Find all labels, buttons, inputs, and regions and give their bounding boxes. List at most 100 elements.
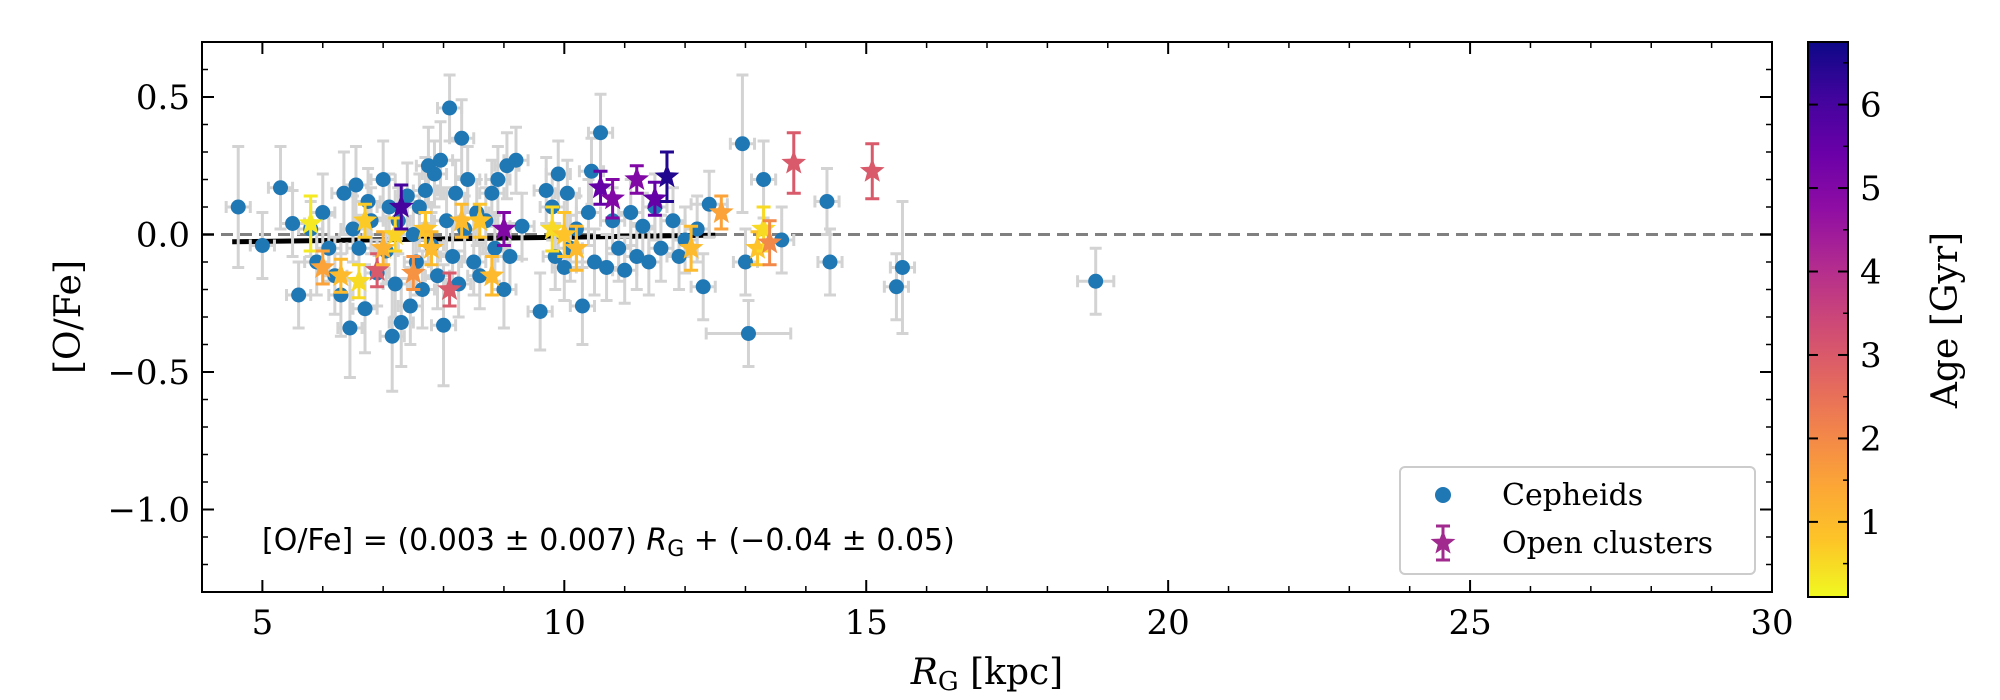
- open-cluster-point: [352, 202, 378, 239]
- cepheid-point: [273, 180, 288, 196]
- cepheid-point: [629, 249, 645, 264]
- cepheid-point: [405, 227, 421, 242]
- open-cluster-point: [551, 211, 577, 258]
- cepheid-point: [538, 183, 554, 198]
- cepheid-point: [623, 205, 639, 220]
- cepheid-point: [574, 298, 590, 314]
- x-tick-label: 25: [1448, 603, 1491, 643]
- colorbar-tick-label: 2: [1860, 419, 1882, 459]
- cepheid-point: [342, 320, 358, 336]
- x-tick-label: 15: [845, 603, 888, 643]
- cepheid-point: [393, 315, 409, 330]
- cepheid-point: [336, 185, 352, 201]
- colorbar-tick-label: 6: [1860, 86, 1882, 126]
- open-cluster-point: [346, 263, 372, 300]
- y-tick-label: 0.0: [136, 216, 190, 256]
- cepheid-point: [822, 254, 838, 270]
- open-cluster-point: [642, 180, 668, 217]
- open-cluster-point: [708, 194, 734, 231]
- cepheid-point: [484, 185, 500, 201]
- cepheid-point: [466, 254, 482, 270]
- cepheid-point: [285, 216, 301, 231]
- colorbar-tick-label: 3: [1860, 336, 1882, 376]
- colorbar-label: Age [Gyr]: [1925, 232, 1966, 409]
- cepheid-point: [448, 185, 464, 201]
- cepheid-point: [402, 298, 418, 314]
- colorbar: [1807, 41, 1849, 598]
- open-cluster-point: [437, 271, 462, 308]
- cepheid-point: [819, 194, 835, 209]
- cepheid-point: [439, 213, 455, 229]
- cepheid-point: [894, 260, 910, 275]
- open-cluster-point: [479, 255, 505, 297]
- cepheid-point: [617, 262, 633, 278]
- y-tick-label: −0.5: [107, 353, 190, 393]
- open-cluster-point: [401, 255, 426, 291]
- cepheid-point: [774, 232, 790, 248]
- fit-equation: [O/Fe] = (0.003 ± 0.007) RG + (−0.04 ± 0…: [262, 523, 955, 562]
- cepheid-point: [390, 213, 406, 229]
- legend-box: [1399, 466, 1756, 575]
- cepheid-point: [701, 196, 717, 212]
- cepheid-point: [671, 249, 687, 264]
- cepheid-point: [445, 249, 461, 264]
- cepheid-point: [734, 136, 750, 152]
- cepheid-point: [583, 163, 599, 179]
- cepheid-point: [496, 282, 512, 297]
- cepheid-point: [487, 240, 503, 256]
- open-cluster-point: [859, 142, 885, 201]
- colorbar-tick-label: 5: [1860, 169, 1882, 209]
- open-cluster-point: [757, 219, 782, 267]
- open-cluster-point: [310, 249, 336, 286]
- cepheid-point: [635, 218, 651, 234]
- legend-clusters-label: Open clusters: [1502, 526, 1713, 561]
- y-tick-label: 0.5: [136, 78, 190, 118]
- open-cluster-point: [388, 183, 414, 231]
- x-tick-label: 5: [252, 603, 274, 643]
- cepheid-point: [384, 328, 400, 344]
- cepheid-point: [587, 254, 602, 270]
- cepheid-point: [230, 199, 246, 215]
- cepheid-point: [357, 301, 373, 317]
- cepheid-point: [436, 317, 452, 333]
- cepheid-point: [460, 172, 476, 187]
- cepheid-point: [1088, 273, 1104, 289]
- x-tick-label: 20: [1147, 603, 1190, 643]
- cepheid-point: [502, 249, 518, 264]
- open-cluster-point: [600, 178, 625, 220]
- cepheid-point: [454, 130, 470, 146]
- open-cluster-point: [539, 205, 565, 253]
- cepheid-point: [532, 304, 548, 319]
- legend-cepheid-marker: [1435, 487, 1451, 503]
- open-cluster-point: [624, 164, 650, 195]
- cepheid-point: [387, 276, 403, 292]
- cepheid-point: [345, 221, 361, 237]
- cepheid-point: [695, 279, 711, 295]
- cepheid-point: [556, 260, 572, 275]
- cepheid-point: [414, 282, 430, 297]
- cepheid-point: [559, 185, 575, 201]
- cepheid-point: [599, 260, 615, 275]
- legend-cluster-marker: [1430, 524, 1456, 562]
- cepheid-point: [665, 213, 681, 229]
- cepheid-point: [580, 205, 596, 220]
- y-axis-label: [O/Fe]: [48, 260, 89, 374]
- cepheid-point: [360, 194, 376, 209]
- open-cluster-point: [678, 224, 704, 272]
- open-cluster-point: [298, 194, 324, 253]
- open-cluster-point: [449, 202, 474, 239]
- cepheid-point: [611, 240, 627, 256]
- open-cluster-point: [491, 211, 517, 247]
- cepheid-point: [888, 279, 904, 295]
- y-tick-label: −1.0: [107, 491, 190, 531]
- colorbar-tick-label: 1: [1860, 503, 1882, 543]
- cepheid-point: [430, 268, 445, 284]
- legend: Cepheids Open clusters: [1399, 466, 1756, 575]
- cepheid-point: [593, 125, 609, 141]
- cepheid-point: [737, 254, 753, 270]
- cepheid-point: [399, 188, 415, 204]
- cepheid-point: [411, 199, 427, 215]
- cepheid-point: [490, 172, 506, 187]
- x-tick-label: 30: [1750, 603, 1793, 643]
